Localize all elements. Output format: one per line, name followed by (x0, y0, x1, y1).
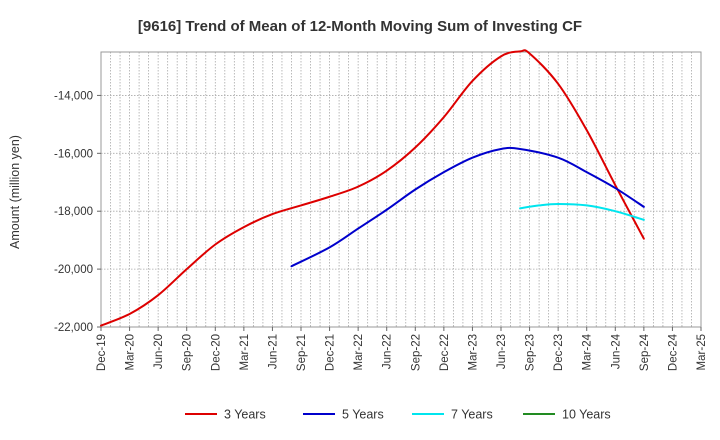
x-tick-label: Jun-23 (496, 334, 508, 369)
x-tick-label: Dec-23 (553, 334, 565, 371)
series-line-3-years (100, 49, 645, 327)
x-tick-label: Jun-24 (610, 333, 622, 369)
legend-label-5-years: 5 Years (342, 408, 384, 422)
x-tick-label: Jun-20 (153, 334, 165, 369)
series-line-7-years (519, 202, 645, 221)
y-tick-label: -18,000 (54, 206, 93, 218)
series-line-5-years (290, 146, 645, 268)
x-axis-ticks: Dec-19 Mar-20 Jun-20 Sep-20 Dec-20 Mar-21 Jun-… (96, 327, 708, 371)
x-tick-label: Dec-24 (667, 333, 679, 371)
x-tick-label: Mar-20 (125, 334, 137, 370)
chart-title: [9616] Trend of Mean of 12-Month Moving … (138, 18, 582, 35)
y-tick-label: -16,000 (54, 148, 93, 160)
legend-label-10-years: 10 Years (562, 408, 611, 422)
x-tick-label: Sep-20 (182, 334, 194, 371)
series-lines (100, 49, 645, 327)
y-tick-label: -14,000 (54, 90, 93, 102)
y-tick-label: -22,000 (54, 322, 93, 334)
y-tick-label: -20,000 (54, 264, 93, 276)
x-tick-label: Dec-22 (439, 334, 451, 371)
x-tick-label: Mar-21 (239, 334, 251, 370)
x-tick-label: Dec-19 (96, 334, 108, 371)
x-tick-label: Dec-21 (325, 334, 337, 371)
y-axis-ticks: -22,000 -20,000 -18,000 -16,000 -14,000 (54, 90, 101, 334)
legend: 3 Years 5 Years 7 Years 10 Years (185, 408, 611, 422)
x-tick-label: Mar-23 (467, 334, 479, 370)
x-tick-label: Jun-22 (382, 334, 394, 369)
x-tick-label: Sep-21 (296, 334, 308, 371)
x-tick-label: Sep-24 (639, 333, 651, 371)
x-tick-label: Sep-23 (525, 334, 537, 371)
x-tick-label: Sep-22 (410, 334, 422, 371)
x-tick-label: Mar-24 (582, 333, 594, 370)
x-tick-label: Jun-21 (267, 334, 279, 369)
y-axis-label: Amount (million yen) (8, 135, 22, 249)
x-tick-label: Mar-22 (353, 334, 365, 370)
grid (101, 52, 701, 328)
x-tick-label: Mar-25 (696, 334, 708, 370)
plot-frame (100, 51, 702, 328)
x-tick-label: Dec-20 (210, 334, 222, 371)
legend-label-7-years: 7 Years (451, 408, 493, 422)
legend-label-3-years: 3 Years (224, 408, 266, 422)
